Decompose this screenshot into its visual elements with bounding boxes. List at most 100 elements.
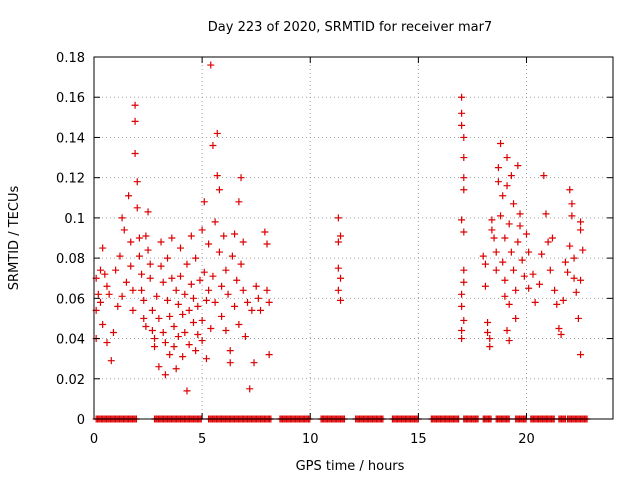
- data-point: [265, 298, 273, 306]
- data-point: [192, 254, 200, 262]
- data-point: [579, 246, 587, 254]
- data-points: [92, 61, 591, 423]
- data-point: [155, 363, 163, 371]
- data-point: [458, 216, 466, 224]
- data-point: [200, 268, 208, 276]
- data-point: [518, 256, 526, 264]
- data-point: [151, 335, 159, 343]
- data-point: [551, 286, 559, 294]
- data-point: [138, 270, 146, 278]
- data-point: [505, 220, 513, 228]
- data-point: [187, 232, 195, 240]
- data-point: [555, 325, 563, 332]
- data-point: [503, 154, 511, 162]
- data-point: [181, 290, 189, 298]
- data-point: [103, 339, 111, 347]
- data-point: [127, 262, 135, 270]
- data-point: [213, 129, 221, 137]
- data-point: [334, 214, 342, 222]
- data-point: [157, 238, 165, 246]
- data-point: [144, 246, 152, 254]
- data-point: [161, 371, 169, 379]
- data-point: [566, 242, 574, 250]
- data-point: [458, 327, 466, 335]
- data-point: [479, 252, 487, 260]
- data-point: [458, 302, 466, 310]
- axis-ticks: 0 0.02 0.04 0.06 0.08 0.1 0.12 0.14 0.16 0.18 0 5 10…: [56, 51, 613, 447]
- data-point: [570, 254, 578, 262]
- data-point: [237, 174, 245, 182]
- grid-lines: [94, 57, 613, 419]
- data-point: [131, 101, 139, 109]
- data-point: [531, 298, 539, 306]
- data-point: [484, 329, 492, 337]
- data-point: [231, 230, 239, 238]
- data-point: [222, 327, 230, 335]
- y-tick-label: 0.1: [64, 212, 85, 227]
- data-point: [516, 210, 524, 218]
- data-point: [568, 212, 576, 220]
- data-point: [503, 327, 511, 335]
- data-point: [146, 274, 154, 282]
- data-point: [220, 232, 228, 240]
- data-point: [211, 218, 219, 226]
- data-point: [492, 266, 500, 274]
- data-point: [460, 316, 468, 324]
- data-point: [157, 262, 165, 270]
- data-point: [189, 294, 197, 302]
- data-point: [172, 286, 180, 294]
- data-point: [105, 290, 113, 298]
- chart-title: Day 223 of 2020, SRMTID for receiver mar…: [208, 20, 492, 35]
- data-point: [179, 353, 187, 361]
- data-point: [505, 337, 513, 345]
- data-point: [548, 234, 556, 242]
- data-point: [200, 198, 208, 206]
- data-point: [142, 322, 150, 330]
- data-point: [209, 141, 217, 149]
- data-point: [222, 266, 230, 274]
- data-point: [512, 314, 520, 322]
- data-point: [213, 172, 221, 180]
- y-tick-label: 0.18: [56, 51, 85, 66]
- data-point: [151, 343, 159, 351]
- data-point: [490, 234, 498, 242]
- data-point: [99, 320, 107, 328]
- data-point: [488, 226, 496, 234]
- data-point: [514, 162, 522, 170]
- data-point: [239, 286, 247, 294]
- data-point: [507, 172, 515, 180]
- data-point: [499, 192, 507, 200]
- y-tick-label: 0.12: [56, 172, 85, 187]
- data-point: [183, 387, 191, 395]
- data-point: [497, 212, 505, 220]
- x-tick-label: 15: [410, 432, 427, 447]
- data-point: [503, 182, 511, 190]
- data-point: [181, 329, 189, 337]
- data-point: [174, 300, 182, 308]
- data-point: [159, 329, 167, 337]
- data-point: [484, 318, 492, 326]
- data-point: [544, 238, 552, 246]
- data-point: [211, 298, 219, 306]
- data-point: [525, 248, 533, 256]
- data-point: [542, 210, 550, 218]
- data-point: [185, 306, 193, 314]
- data-point: [226, 347, 234, 355]
- data-point: [107, 357, 115, 365]
- data-point: [486, 343, 494, 351]
- data-point: [148, 306, 156, 314]
- data-point: [170, 343, 178, 351]
- data-point: [510, 266, 518, 274]
- plot-frame: [93, 56, 614, 420]
- data-point: [235, 198, 243, 206]
- data-point: [140, 314, 148, 322]
- data-point: [546, 266, 554, 274]
- data-point: [215, 248, 223, 256]
- data-point: [250, 359, 258, 367]
- data-point: [207, 325, 215, 332]
- data-point: [202, 355, 210, 363]
- data-point: [177, 244, 184, 252]
- data-point: [261, 228, 269, 236]
- data-point: [501, 292, 509, 300]
- data-point: [114, 302, 122, 310]
